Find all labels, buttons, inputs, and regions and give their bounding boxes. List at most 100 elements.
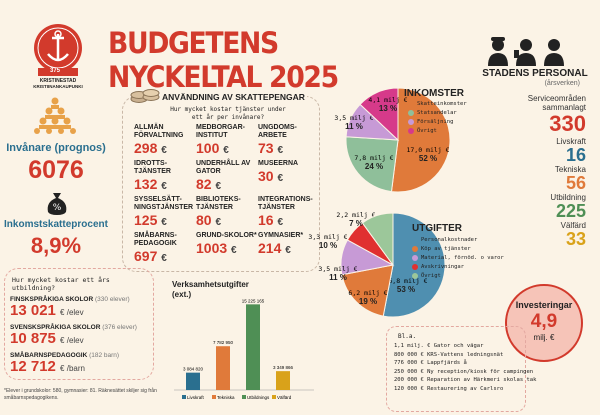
legend-item: Köp av tjänster	[412, 245, 512, 254]
staff-value: 330	[549, 111, 586, 136]
logo-name1: KRISTINESTAD	[39, 78, 77, 84]
legend-swatch	[412, 263, 418, 270]
service-value: 132 €	[134, 176, 167, 192]
bar-chart: 3 084 820 Livskraft 7 782 950 Tekniska 15 22…	[174, 298, 314, 400]
service-unit: €	[161, 253, 167, 264]
staff-item: Livskraft 16	[486, 137, 586, 164]
service-unit: €	[223, 145, 229, 156]
pie-pct: 53 %	[397, 285, 415, 294]
legend-item: Material, förnöd. o varor	[412, 254, 512, 263]
service-unit: €	[277, 173, 284, 184]
bar-category-label: Välfärd	[277, 395, 292, 400]
pie-slice	[359, 87, 399, 142]
legend-item: Skatteinkomster	[408, 100, 478, 109]
legend-label: Material, förnöd. o varor	[421, 255, 504, 261]
residents-value: 6076	[28, 156, 84, 184]
legend-item: Statsandelar	[408, 109, 478, 118]
invest-item: 800 000 € KRS-Vattens ledningsnät	[394, 351, 504, 358]
page-title: BUDGETENS NYCKELTAL 2025	[108, 26, 339, 94]
service-value: 80 €	[196, 212, 222, 228]
student-cost-list: FINSKSPRÅKIGA SKOLOR (330 elever) 13 021 …	[10, 296, 154, 380]
service-label: UNGDOMS-ARBETE	[258, 124, 297, 139]
legend-label: Avskrivningar	[421, 264, 465, 270]
staff-subtitle: (årsverken)	[544, 80, 580, 87]
staff-item: Tekniska 56	[486, 165, 586, 192]
invest-value: 4,9	[530, 311, 558, 332]
student-cost-note: (376 elever)	[102, 324, 137, 331]
tax-label: Inkomstskatteprocent	[4, 219, 108, 230]
legend-item: Försäljning	[408, 118, 478, 127]
staff-value: 56	[565, 173, 586, 193]
coins-icon	[130, 86, 160, 109]
service-item: UNDERHÅLL AV GATOR 82 €	[196, 160, 258, 195]
student-cost-item: FINSKSPRÅKIGA SKOLOR (330 elever) 13 021 …	[10, 296, 154, 321]
invest-intro: Bl.a.	[398, 333, 417, 340]
pie-slice	[341, 264, 394, 317]
service-value: 73 €	[258, 140, 284, 156]
invest-list-panel	[386, 326, 526, 412]
pie-amount: 3,5 milj €	[334, 114, 373, 122]
legend-label: Övrigt	[421, 273, 441, 279]
service-value: 298 €	[134, 140, 167, 156]
service-value: 100 €	[196, 140, 229, 156]
legend-swatch	[412, 254, 418, 261]
service-item: SMÅBARNS-PEDAGOGIK 697 €	[134, 232, 196, 267]
logo-name2: KRISTIINANKAUPUNKI	[33, 84, 83, 89]
service-label: SMÅBARNS-PEDAGOGIK	[134, 232, 177, 247]
service-value: 125 €	[134, 212, 167, 228]
pie-pct: 7 %	[349, 219, 363, 228]
pie-pct: 10 %	[319, 241, 337, 250]
service-unit: €	[161, 145, 167, 156]
legend-item: Avskrivningar	[412, 263, 512, 272]
service-unit: €	[277, 145, 284, 156]
student-cost-panel	[4, 268, 154, 380]
legend-label: Försäljning	[417, 119, 454, 125]
service-label: IDROTTS-TJÄNSTER	[134, 160, 171, 175]
legend-swatch	[412, 272, 418, 279]
student-cost-unit: € /barn	[60, 364, 85, 373]
footnote: *Elever i grundskolor: 580, gymnasier: 8…	[4, 388, 157, 401]
expense-title: UTGIFTER	[412, 223, 462, 234]
invest-list: 1,1 milj. € Gator och vägar 800 000 € KRS…	[394, 342, 594, 393]
service-item: GYMNASIER* 214 €	[258, 232, 320, 259]
service-unit: €	[215, 181, 222, 192]
staff-label: Serviceområden sammanlagt	[527, 94, 586, 112]
pie-pct: 19 %	[359, 297, 377, 306]
bar	[246, 304, 260, 390]
service-unit: €	[285, 245, 291, 256]
services-grid: ALLMÄN FÖRVALTNING 298 € MEDBORGAR-INSTITU…	[134, 124, 314, 270]
bar-value-label: 7 782 950	[213, 340, 234, 345]
logo-year: 375	[50, 68, 61, 74]
legend-swatch	[242, 395, 246, 399]
service-item: ALLMÄN FÖRVALTNING 298 €	[134, 124, 196, 159]
invest-item: 776 000 € Lappfjärds å	[394, 360, 467, 366]
staff-label: Välfärd	[560, 221, 586, 230]
student-cost-question: Hur mycket kostar ett års utbildning?	[12, 276, 110, 292]
service-item: IDROTTS-TJÄNSTER 132 €	[134, 160, 196, 195]
pie-pct: 11 %	[345, 122, 363, 131]
service-value: 1003 €	[196, 240, 237, 256]
service-value: 214 €	[258, 240, 291, 256]
service-label: ALLMÄN FÖRVALTNING	[134, 124, 184, 139]
bar	[216, 346, 230, 390]
legend-swatch	[272, 395, 276, 399]
service-item: MUSEERNA 30 €	[258, 160, 320, 187]
expense-legend: Personalkostnader Köp av tjänster Material…	[412, 236, 512, 281]
student-cost-value: 13 021 € /elev	[10, 302, 84, 319]
income-legend: Skatteinkomster Statsandelar Försäljning Öv…	[408, 100, 478, 136]
pie-amount: 3,3 milj €	[308, 233, 347, 241]
service-item: MEDBORGAR-INSTITUT 100 €	[196, 124, 258, 159]
service-label: UNDERHÅLL AV GATOR	[196, 160, 251, 175]
svg-text:%: %	[53, 203, 62, 213]
bar-value-label: 15 225 165	[242, 298, 265, 303]
staff-title: STADENS PERSONAL	[482, 68, 588, 79]
services-title: ANVÄNDNING AV SKATTEPENGAR	[160, 92, 307, 102]
service-item: SYSSELSÄTT-NINGSTJÄNSTER 125 €	[134, 196, 196, 231]
pie-amount: 6,2 milj €	[348, 289, 387, 297]
bar-category-label: Utbildnings	[247, 395, 270, 400]
pie-slice	[345, 136, 399, 193]
legend-label: Statsandelar	[417, 110, 457, 116]
student-cost-unit: € /elev	[60, 336, 84, 345]
legend-swatch	[182, 395, 186, 399]
invest-item: 250 000 € Ny reception/kiosk för camping…	[394, 368, 534, 375]
